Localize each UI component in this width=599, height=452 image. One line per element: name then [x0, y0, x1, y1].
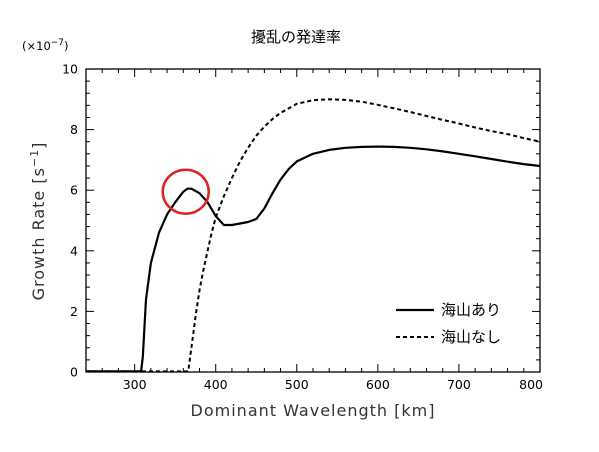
y-tick-label: 6 [70, 183, 78, 198]
y-multiplier-close: ) [64, 39, 69, 53]
x-tick-label: 800 [519, 377, 543, 392]
y-tick-label: 0 [70, 365, 78, 380]
y-multiplier-exponent: −7 [51, 38, 64, 48]
x-tick-label: 300 [123, 377, 147, 392]
y-tick-labels: 0 2 4 6 8 10 [62, 62, 78, 380]
y-tick-label: 8 [70, 122, 78, 137]
plot-frame [85, 68, 541, 373]
y-tick-label: 4 [70, 243, 78, 258]
y-axis-label: Growth Rate [s−1] [28, 142, 48, 301]
x-tick-label: 400 [204, 377, 228, 392]
y-multiplier-label: (×10−7) [22, 38, 69, 53]
series-layer [86, 98, 541, 373]
x-tick-labels: 300 400 500 600 700 800 [123, 377, 543, 392]
x-tick-label: 700 [447, 377, 471, 392]
series-line-dashed [86, 98, 541, 373]
y-axis-label-base: Growth Rate [s [29, 167, 48, 300]
y-axis-label-close: ] [29, 142, 48, 149]
series-line-solid [86, 145, 541, 373]
axis-ticks [86, 68, 541, 373]
x-axis-label: Dominant Wavelength [km] [191, 401, 436, 420]
y-axis-label-exponent: −1 [28, 149, 41, 167]
legend-label-solid: 海山あり [441, 301, 501, 319]
y-multiplier-base: (×10 [22, 39, 51, 53]
x-tick-label: 600 [366, 377, 390, 392]
x-tick-label: 500 [285, 377, 309, 392]
legend-label-dashed: 海山なし [441, 328, 501, 346]
chart-title: 擾乱の発達率 [251, 28, 341, 46]
highlight-circle [161, 168, 210, 215]
y-tick-label: 10 [62, 62, 78, 77]
legend: 海山あり 海山なし [396, 301, 501, 346]
y-tick-label: 2 [70, 304, 78, 319]
